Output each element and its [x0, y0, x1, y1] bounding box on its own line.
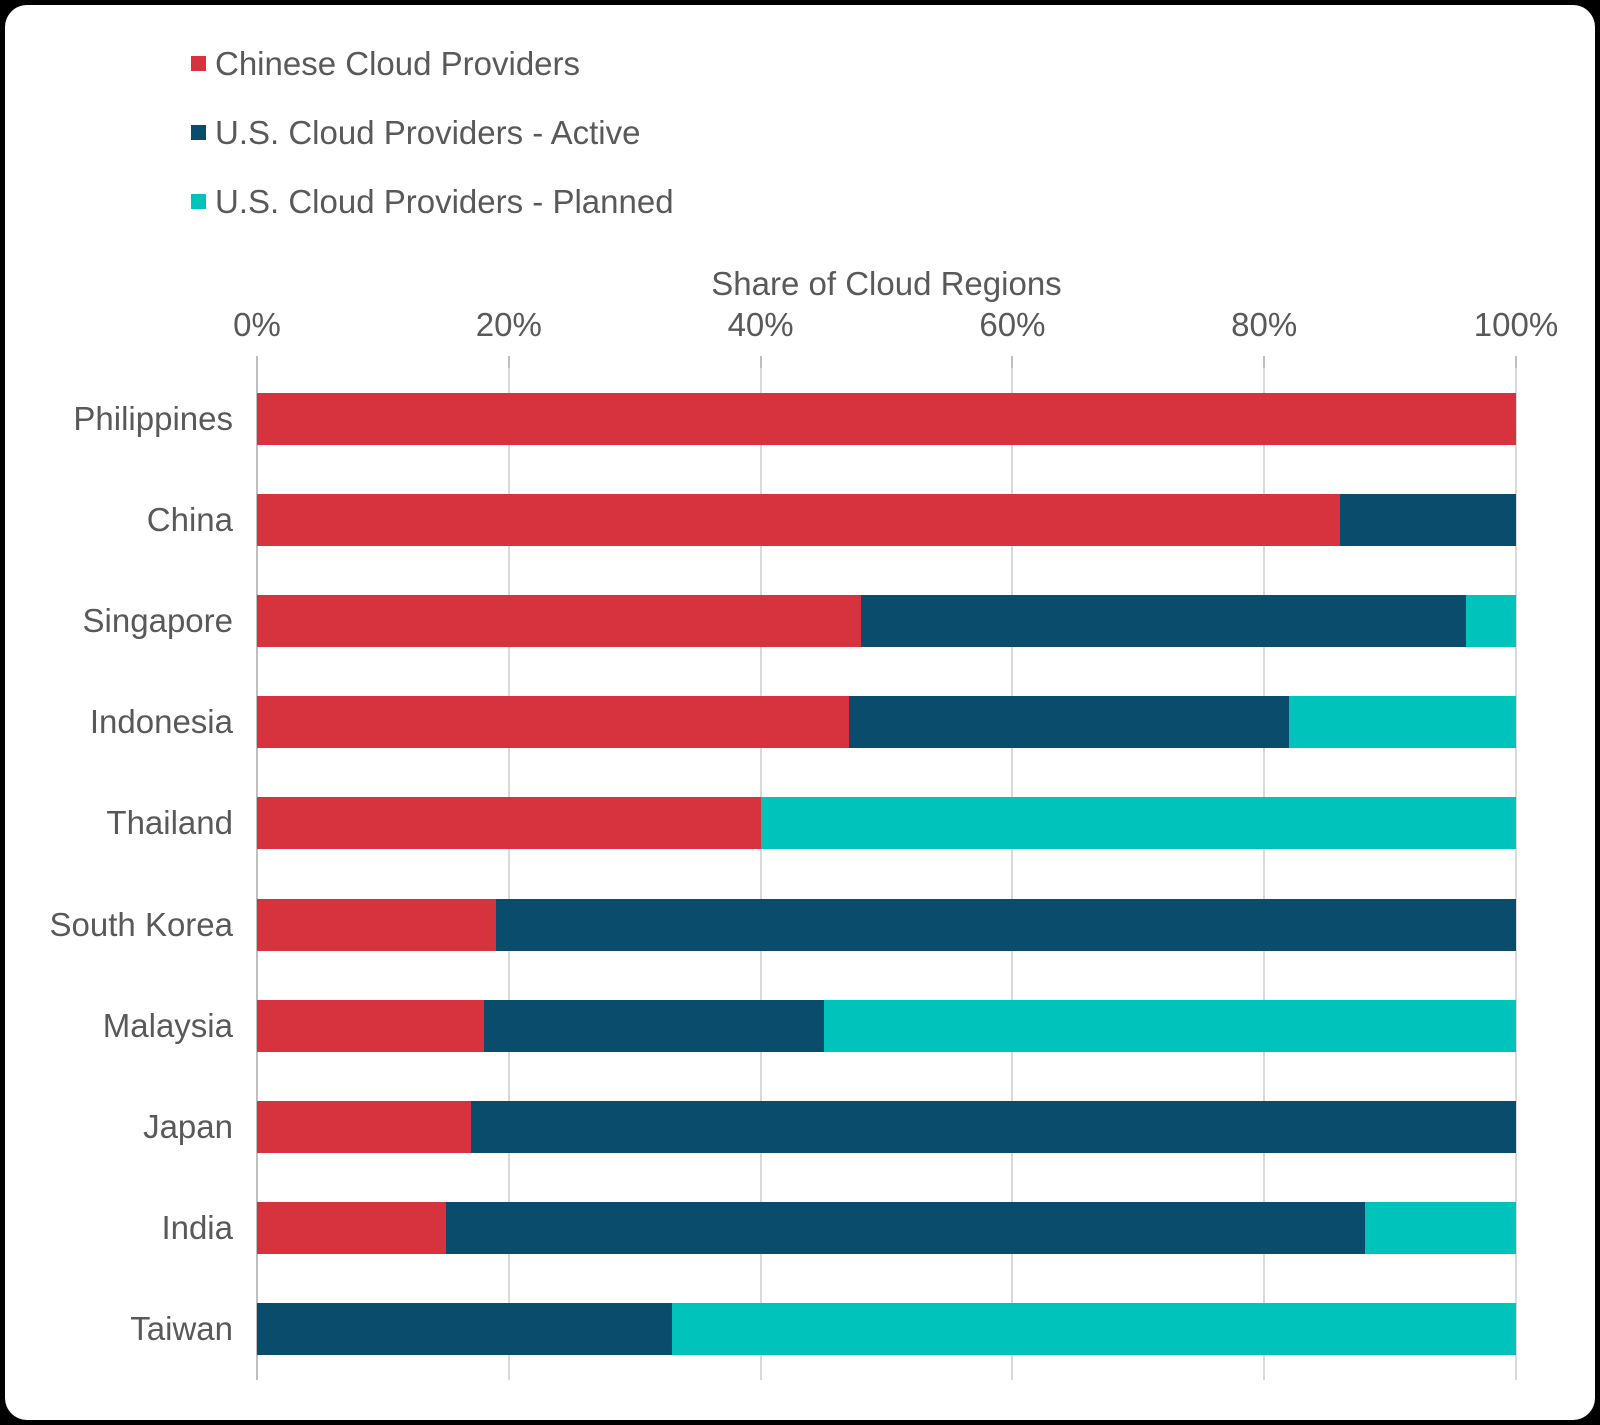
row-label-cell: Philippines	[5, 368, 233, 469]
bar-segment-u-s-cloud-providers-planned	[1465, 595, 1516, 647]
bar-segment-chinese-cloud-providers	[257, 999, 484, 1052]
row-label-cell: Malaysia	[5, 975, 233, 1076]
stacked-bar-malaysia	[257, 999, 1516, 1052]
row-label-cell: Indonesia	[5, 672, 233, 773]
bar-segment-chinese-cloud-providers	[257, 1101, 472, 1154]
tick-mark	[256, 356, 258, 368]
bar-segment-u-s-cloud-providers-active	[496, 898, 1516, 951]
y-axis-category-labels: Philippines China Singapore Indonesia Thaila…	[5, 368, 233, 1380]
x-axis-tick-label: 20%	[475, 306, 542, 343]
gridline	[1263, 368, 1266, 1380]
bar-segment-chinese-cloud-providers	[257, 392, 1516, 445]
bar-row-taiwan	[257, 1279, 1516, 1380]
bar-segment-u-s-cloud-providers-active	[848, 696, 1290, 749]
stacked-bar-singapore	[257, 595, 1516, 647]
bar-segment-u-s-cloud-providers-active	[483, 999, 824, 1052]
x-axis-title: Share of Cloud Regions	[711, 265, 1062, 302]
legend-label: U.S. Cloud Providers - Active	[215, 113, 641, 151]
tick-mark	[507, 356, 510, 368]
legend-item-u-s-cloud-providers-active: U.S. Cloud Providers - Active	[191, 98, 674, 167]
bar-segment-u-s-cloud-providers-active	[445, 1202, 1365, 1255]
x-axis-tick-label: 80%	[1231, 306, 1298, 343]
category-label-thailand: Thailand	[106, 804, 233, 842]
bar-rows	[257, 368, 1516, 1380]
category-label-taiwan: Taiwan	[130, 1310, 233, 1348]
bar-segment-u-s-cloud-providers-active	[861, 595, 1466, 647]
legend-item-chinese-cloud-providers: Chinese Cloud Providers	[191, 29, 674, 98]
bar-segment-u-s-cloud-providers-planned	[672, 1303, 1516, 1356]
y-axis-line	[256, 368, 258, 1380]
stacked-bar-taiwan	[257, 1303, 1516, 1356]
row-label-cell: South Korea	[5, 874, 233, 975]
stacked-bar-thailand	[257, 797, 1516, 850]
bar-segment-u-s-cloud-providers-active	[1339, 493, 1516, 546]
bar-row-china	[257, 469, 1516, 570]
legend-swatch-icon	[191, 125, 206, 140]
category-label-japan: Japan	[143, 1108, 233, 1146]
bar-segment-u-s-cloud-providers-planned	[823, 999, 1516, 1052]
x-axis-tick-label: 100%	[1473, 306, 1559, 343]
category-label-south-korea: South Korea	[49, 905, 233, 943]
bar-segment-u-s-cloud-providers-planned	[1289, 696, 1516, 749]
stacked-bar-japan	[257, 1101, 1516, 1154]
x-axis-tick-label: 0%	[233, 306, 281, 343]
bar-row-philippines	[257, 368, 1516, 469]
bar-row-india	[257, 1178, 1516, 1279]
x-axis-tick-label: 60%	[979, 306, 1046, 343]
tick-mark	[1515, 356, 1517, 368]
x-axis-tick-label: 40%	[727, 306, 794, 343]
legend: Chinese Cloud Providers U.S. Cloud Provid…	[191, 29, 674, 236]
gridline	[1011, 368, 1014, 1380]
bar-segment-u-s-cloud-providers-planned	[760, 797, 1516, 850]
stacked-bar-indonesia	[257, 696, 1516, 749]
row-label-cell: Japan	[5, 1076, 233, 1177]
legend-swatch-icon	[191, 194, 206, 209]
row-label-cell: Taiwan	[5, 1279, 233, 1380]
x-axis-tick-labels: 0% 20% 40% 60% 80% 100%	[233, 306, 1558, 348]
bar-segment-chinese-cloud-providers	[257, 898, 497, 951]
tick-mark	[1263, 356, 1266, 368]
bar-row-south-korea	[257, 874, 1516, 975]
bar-segment-u-s-cloud-providers-planned	[1364, 1202, 1516, 1255]
gridline	[1515, 368, 1517, 1380]
category-label-china: China	[146, 500, 233, 538]
legend-label: Chinese Cloud Providers	[215, 44, 581, 82]
row-label-cell: India	[5, 1178, 233, 1279]
gridline	[507, 368, 510, 1380]
stacked-bar-south-korea	[257, 898, 1516, 951]
bar-row-indonesia	[257, 672, 1516, 773]
legend-swatch-icon	[191, 56, 206, 71]
bar-segment-u-s-cloud-providers-active	[471, 1101, 1516, 1154]
bar-row-thailand	[257, 773, 1516, 874]
bar-row-singapore	[257, 570, 1516, 671]
stacked-bar-india	[257, 1202, 1516, 1255]
bar-row-japan	[257, 1076, 1516, 1177]
tick-mark	[759, 356, 762, 368]
bar-segment-chinese-cloud-providers	[257, 797, 761, 850]
category-label-singapore: Singapore	[82, 602, 233, 639]
category-label-malaysia: Malaysia	[102, 1006, 233, 1044]
legend-item-u-s-cloud-providers-planned: U.S. Cloud Providers - Planned	[191, 167, 674, 236]
row-label-cell: Singapore	[5, 570, 233, 671]
gridline	[759, 368, 762, 1380]
tick-mark	[1011, 356, 1014, 368]
row-label-cell: China	[5, 469, 233, 570]
category-label-india: India	[161, 1209, 233, 1247]
bar-segment-u-s-cloud-providers-active	[257, 1303, 673, 1356]
stacked-bar-china	[257, 493, 1516, 546]
category-label-philippines: Philippines	[73, 399, 233, 437]
row-label-cell: Thailand	[5, 773, 233, 874]
bar-segment-chinese-cloud-providers	[257, 595, 862, 647]
bar-segment-chinese-cloud-providers	[257, 493, 1340, 546]
legend-label: U.S. Cloud Providers - Planned	[215, 182, 674, 220]
bar-row-malaysia	[257, 975, 1516, 1076]
plot-area	[256, 356, 1517, 1380]
category-label-indonesia: Indonesia	[89, 703, 233, 741]
chart-card: Chinese Cloud Providers U.S. Cloud Provid…	[5, 5, 1595, 1420]
bar-segment-chinese-cloud-providers	[257, 1202, 446, 1255]
bar-segment-chinese-cloud-providers	[257, 696, 849, 749]
stacked-bar-philippines	[257, 392, 1516, 445]
